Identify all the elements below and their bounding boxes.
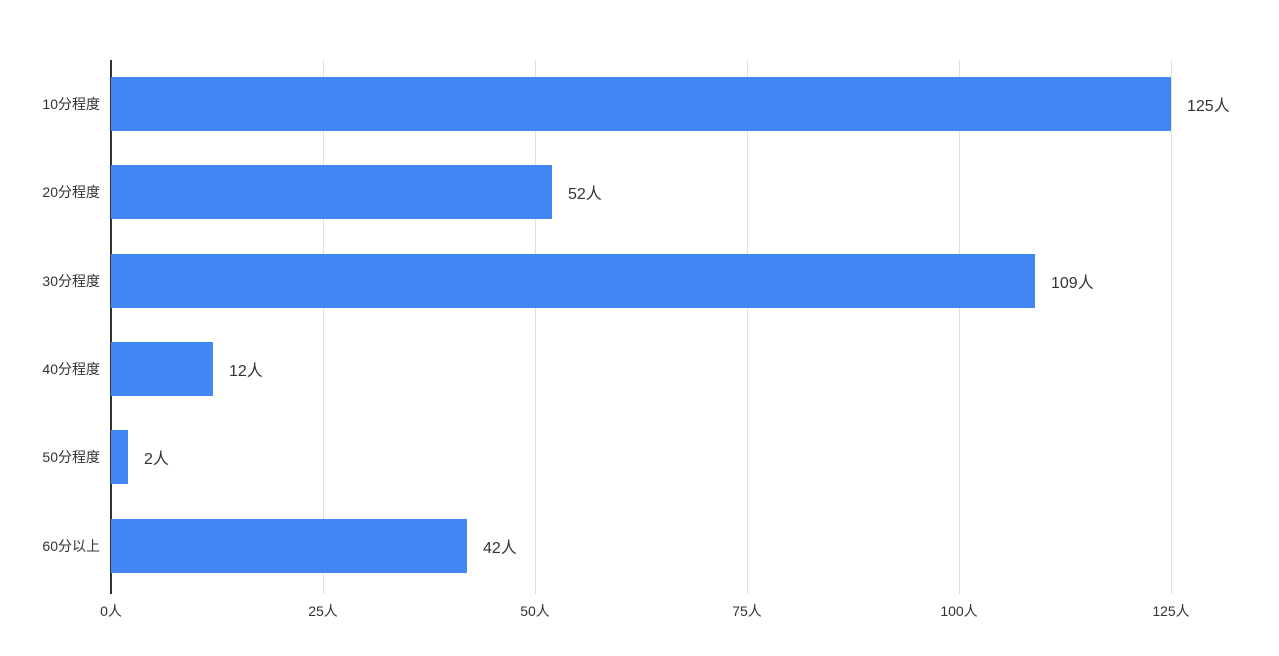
x-tick-label: 100人 bbox=[940, 603, 978, 619]
gridline bbox=[747, 60, 748, 594]
bar[interactable] bbox=[111, 342, 213, 397]
value-label: 52人 bbox=[568, 186, 602, 204]
bar-row: 60分以上 42人 bbox=[0, 502, 1279, 590]
category-label: 20分程度 bbox=[42, 184, 100, 201]
bar-track: 42人 bbox=[111, 518, 1279, 573]
gridline bbox=[1171, 60, 1172, 594]
category-label: 50分程度 bbox=[42, 449, 100, 466]
bar-row: 20分程度 52人 bbox=[0, 148, 1279, 236]
x-tick-label: 75人 bbox=[732, 603, 762, 619]
x-tick-label: 0人 bbox=[100, 603, 122, 619]
bar-track: 12人 bbox=[111, 342, 1279, 397]
value-label: 125人 bbox=[1187, 98, 1230, 116]
value-label: 42人 bbox=[483, 539, 517, 557]
x-tick-label: 50人 bbox=[520, 603, 550, 619]
bar[interactable] bbox=[111, 518, 467, 573]
bar-track: 52人 bbox=[111, 165, 1279, 220]
bar[interactable] bbox=[111, 77, 1171, 132]
gridline bbox=[959, 60, 960, 594]
bar-track: 109人 bbox=[111, 253, 1279, 308]
bar-rows: 10分程度 125人 20分程度 52人 30分程度 109人 40分程度 12… bbox=[0, 60, 1279, 590]
bar-row: 30分程度 109人 bbox=[0, 237, 1279, 325]
value-label: 12人 bbox=[229, 363, 263, 381]
bar[interactable] bbox=[111, 253, 1035, 308]
x-tick-label: 125人 bbox=[1152, 603, 1190, 619]
gridline bbox=[535, 60, 536, 594]
value-label: 109人 bbox=[1051, 274, 1094, 292]
gridlines-layer bbox=[110, 60, 1172, 594]
bar-row: 50分程度 2人 bbox=[0, 413, 1279, 501]
bar[interactable] bbox=[111, 430, 128, 485]
category-label: 30分程度 bbox=[42, 272, 100, 289]
y-axis-line bbox=[110, 60, 112, 594]
category-label: 60分以上 bbox=[42, 537, 100, 554]
bar-row: 40分程度 12人 bbox=[0, 325, 1279, 413]
bar-row: 10分程度 125人 bbox=[0, 60, 1279, 148]
bar-track: 125人 bbox=[111, 77, 1279, 132]
category-label: 10分程度 bbox=[42, 96, 100, 113]
x-axis: 0人 25人 50人 75人 100人 125人 bbox=[100, 601, 1190, 621]
bar[interactable] bbox=[111, 165, 552, 220]
category-label: 40分程度 bbox=[42, 361, 100, 378]
value-label: 2人 bbox=[144, 451, 169, 469]
x-tick-label: 25人 bbox=[308, 603, 338, 619]
bar-track: 2人 bbox=[111, 430, 1279, 485]
gridline bbox=[323, 60, 324, 594]
